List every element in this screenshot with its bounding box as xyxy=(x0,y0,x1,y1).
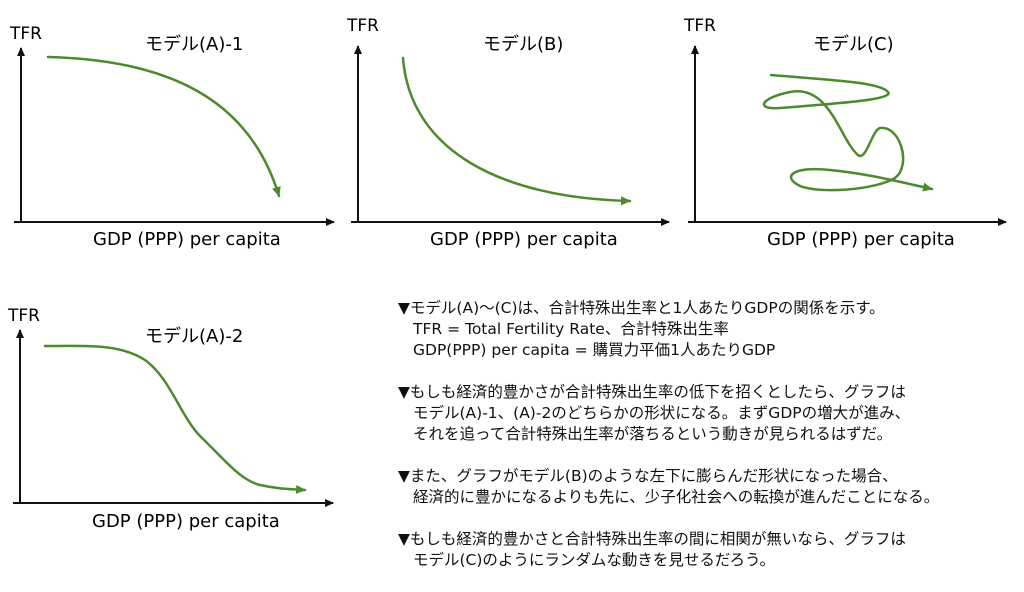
panel-title: モデル(C) xyxy=(813,34,894,55)
x-axis-label: GDP (PPP) per capita xyxy=(767,229,955,250)
note-paragraph-model-b: ▼また、グラフがモデル(B)のような左下に膨らんだ形状になった場合、 経済的に豊… xyxy=(398,466,1018,508)
note-paragraph-model-c: ▼もしも経済的豊かさと合計特殊出生率の間に相関が無いなら、グラフは モデル(C)… xyxy=(398,529,1018,571)
y-axis-label: TFR xyxy=(683,16,716,36)
panel-model-a1: TFR モデル(A)-1 GDP (PPP) per capita xyxy=(9,24,335,250)
note-line: 経済的に豊かになるよりも先に、少子化社会への転換が進んだことになる。 xyxy=(413,488,940,506)
note-paragraph-models: ▼モデル(A)〜(C)は、合計特殊出生率と1人あたりGDPの関係を示す。 TFR… xyxy=(398,298,1018,361)
explanation-notes: ▼モデル(A)〜(C)は、合計特殊出生率と1人あたりGDPの関係を示す。 TFR… xyxy=(398,298,1018,592)
model-curve xyxy=(43,344,307,494)
note-line: ▼モデル(A)〜(C)は、合計特殊出生率と1人あたりGDPの関係を示す。 xyxy=(398,299,885,317)
note-line: TFR = Total Fertility Rate、合計特殊出生率 xyxy=(413,320,729,338)
panel-title: モデル(A)-1 xyxy=(145,34,243,55)
y-axis-label: TFR xyxy=(7,306,40,326)
note-paragraph-model-a: ▼もしも経済的豊かさが合計特殊出生率の低下を招くとしたら、グラフは モデル(A)… xyxy=(398,382,1018,445)
model-diagrams: TFR モデル(A)-1 GDP (PPP) per capita TFR モデ… xyxy=(7,16,1007,532)
model-curve xyxy=(46,55,281,198)
panel-title: モデル(B) xyxy=(483,34,563,55)
y-axis-label: TFR xyxy=(346,16,379,36)
panel-model-b: TFR モデル(B) GDP (PPP) per capita xyxy=(346,16,670,250)
note-line: モデル(A)-1、(A)-2のどちらかの形状になる。まずGDPの増大が進み、 xyxy=(413,404,911,422)
x-axis-label: GDP (PPP) per capita xyxy=(93,229,281,250)
panel-title: モデル(A)-2 xyxy=(145,326,243,347)
note-line: GDP(PPP) per capita = 購買力平価1人あたりGDP xyxy=(413,341,776,359)
panel-model-a2: TFR モデル(A)-2 GDP (PPP) per capita xyxy=(7,306,334,532)
x-axis-label: GDP (PPP) per capita xyxy=(92,511,280,532)
note-line: ▼また、グラフがモデル(B)のような左下に膨らんだ形状になった場合、 xyxy=(398,467,898,485)
model-curve xyxy=(762,73,934,192)
y-axis-label: TFR xyxy=(9,24,42,44)
panel-model-c: TFR モデル(C) GDP (PPP) per capita xyxy=(683,16,1007,250)
note-line: ▼もしも経済的豊かさが合計特殊出生率の低下を招くとしたら、グラフは xyxy=(398,383,906,401)
note-line: モデル(C)のようにランダムな動きを見せるだろう。 xyxy=(413,551,776,569)
model-curve xyxy=(401,56,632,206)
note-line: それを追って合計特殊出生率が落ちるという動きが見られるはずだ。 xyxy=(413,425,893,443)
note-line: ▼もしも経済的豊かさと合計特殊出生率の間に相関が無いなら、グラフは xyxy=(398,530,906,548)
x-axis-label: GDP (PPP) per capita xyxy=(430,229,618,250)
